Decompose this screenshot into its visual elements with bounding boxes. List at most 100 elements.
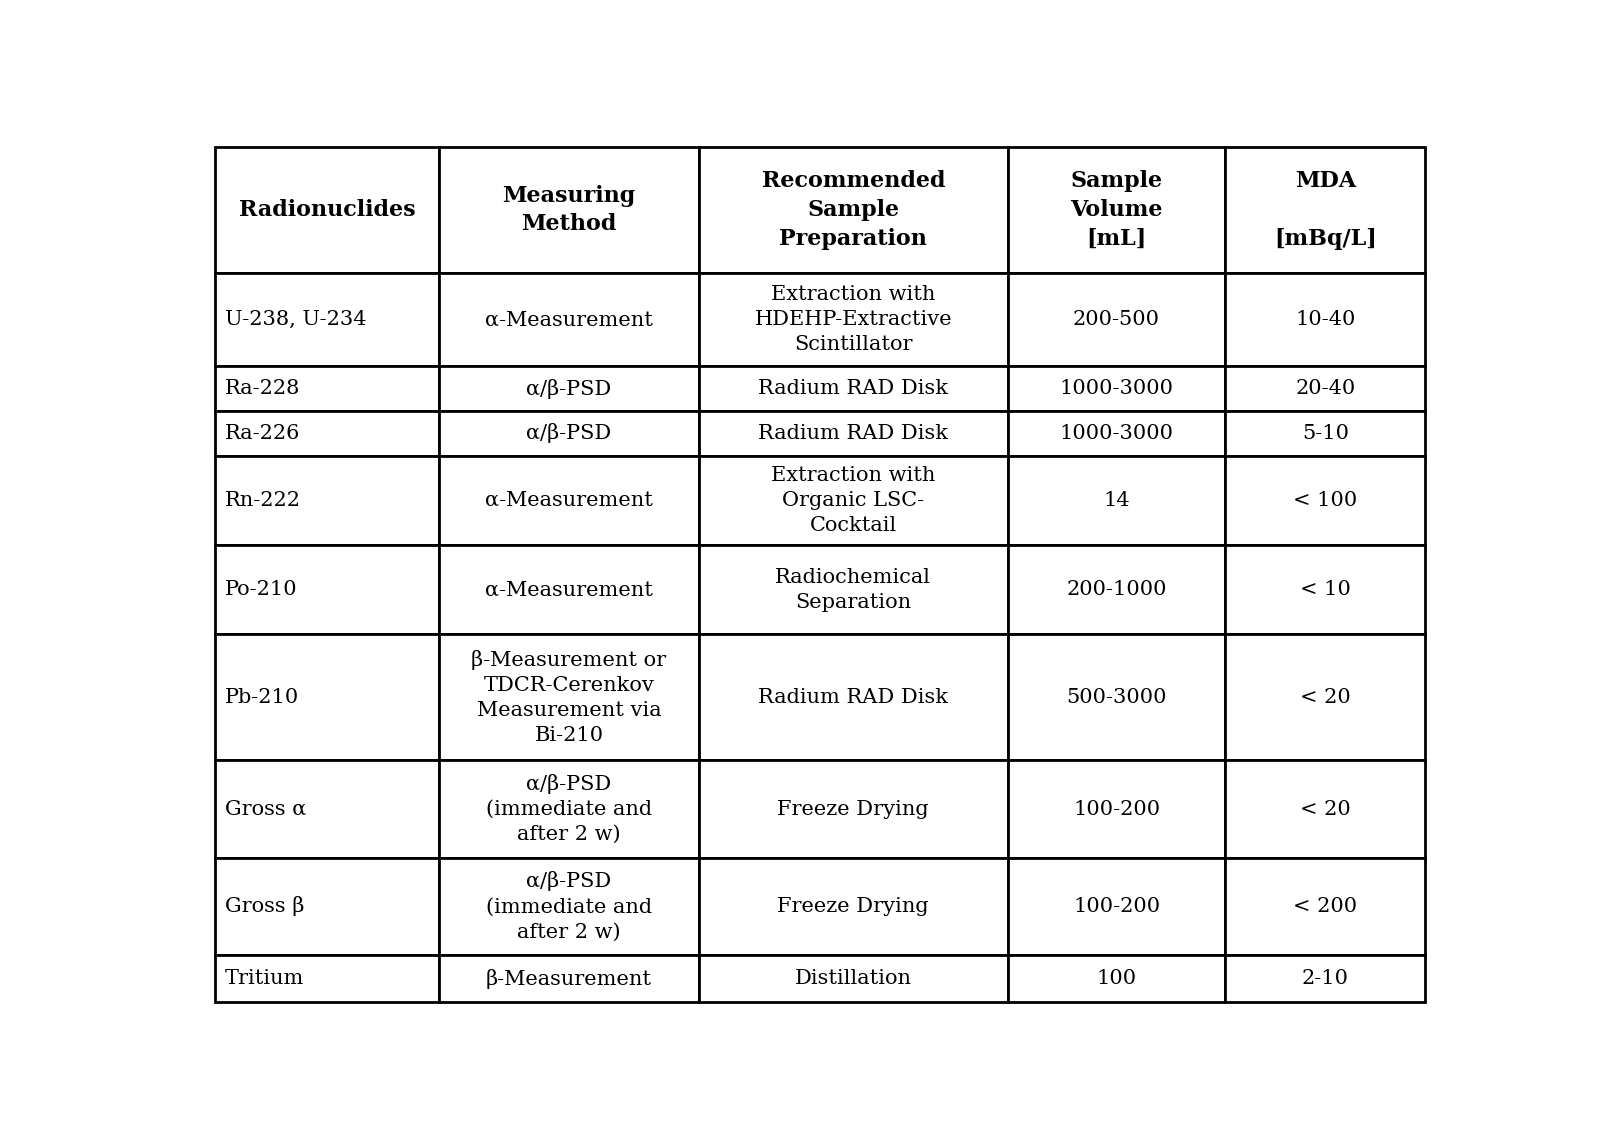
Bar	[1226, 634, 1426, 760]
Bar	[214, 273, 438, 366]
Bar	[699, 455, 1008, 545]
Text: < 10: < 10	[1299, 580, 1350, 600]
Text: Gross α: Gross α	[224, 800, 306, 818]
Bar	[699, 147, 1008, 273]
Bar	[438, 366, 699, 411]
Bar	[1226, 147, 1426, 273]
Text: < 20: < 20	[1299, 687, 1350, 707]
Text: < 100: < 100	[1293, 490, 1357, 510]
Bar	[214, 760, 438, 858]
Text: α/β-PSD
(immediate and
after 2 w): α/β-PSD (immediate and after 2 w)	[486, 774, 651, 844]
Text: 1000-3000: 1000-3000	[1059, 423, 1173, 443]
Text: α-Measurement: α-Measurement	[485, 311, 653, 329]
Bar	[1226, 366, 1426, 411]
Text: Freeze Drying: Freeze Drying	[778, 800, 930, 818]
Text: Radiochemical
Separation: Radiochemical Separation	[776, 568, 931, 612]
Bar	[1008, 273, 1226, 366]
Text: 2-10: 2-10	[1302, 970, 1349, 988]
Text: 100-200: 100-200	[1074, 800, 1160, 818]
Bar	[1008, 955, 1226, 1003]
Text: 10-40: 10-40	[1294, 311, 1355, 329]
Bar	[438, 760, 699, 858]
Text: β-Measurement: β-Measurement	[486, 968, 651, 989]
Text: Radium RAD Disk: Radium RAD Disk	[758, 687, 949, 707]
Text: Radium RAD Disk: Radium RAD Disk	[758, 379, 949, 398]
Bar	[1226, 858, 1426, 955]
Text: 200-1000: 200-1000	[1066, 580, 1166, 600]
Bar	[438, 858, 699, 955]
Text: α/β-PSD
(immediate and
after 2 w): α/β-PSD (immediate and after 2 w)	[486, 872, 651, 941]
Bar	[1008, 545, 1226, 634]
Bar	[214, 545, 438, 634]
Bar	[438, 147, 699, 273]
Text: Radionuclides: Radionuclides	[238, 199, 414, 221]
Text: 1000-3000: 1000-3000	[1059, 379, 1173, 398]
Text: 100: 100	[1096, 970, 1136, 988]
Text: Extraction with
Organic LSC-
Cocktail: Extraction with Organic LSC- Cocktail	[771, 465, 936, 535]
Text: Po-210: Po-210	[224, 580, 298, 600]
Bar	[699, 634, 1008, 760]
Text: α-Measurement: α-Measurement	[485, 580, 653, 600]
Text: Radium RAD Disk: Radium RAD Disk	[758, 423, 949, 443]
Bar	[699, 760, 1008, 858]
Bar	[1008, 411, 1226, 455]
Bar	[438, 955, 699, 1003]
Bar	[1226, 273, 1426, 366]
Bar	[1008, 455, 1226, 545]
Text: Distillation: Distillation	[795, 970, 912, 988]
Bar	[699, 858, 1008, 955]
Text: 14: 14	[1102, 490, 1130, 510]
Text: 5-10: 5-10	[1302, 423, 1349, 443]
Bar	[438, 455, 699, 545]
Bar	[214, 634, 438, 760]
Bar	[699, 273, 1008, 366]
Text: β-Measurement or
TDCR-Cerenkov
Measurement via
Bi-210: β-Measurement or TDCR-Cerenkov Measureme…	[472, 650, 667, 745]
Bar	[1008, 634, 1226, 760]
Bar	[438, 411, 699, 455]
Text: α-Measurement: α-Measurement	[485, 490, 653, 510]
Bar	[214, 147, 438, 273]
Bar	[438, 634, 699, 760]
Bar	[1008, 858, 1226, 955]
Bar	[1226, 411, 1426, 455]
Text: α/β-PSD: α/β-PSD	[526, 423, 611, 444]
Bar	[1226, 955, 1426, 1003]
Bar	[699, 411, 1008, 455]
Bar	[699, 366, 1008, 411]
Bar	[214, 858, 438, 955]
Text: Ra-226: Ra-226	[224, 423, 301, 443]
Text: 20-40: 20-40	[1294, 379, 1355, 398]
Bar	[438, 545, 699, 634]
Text: Pb-210: Pb-210	[224, 687, 299, 707]
Bar	[699, 545, 1008, 634]
Bar	[1226, 545, 1426, 634]
Bar	[1008, 760, 1226, 858]
Bar	[1226, 760, 1426, 858]
Bar	[1226, 455, 1426, 545]
Text: Freeze Drying: Freeze Drying	[778, 897, 930, 916]
Bar	[214, 366, 438, 411]
Bar	[699, 955, 1008, 1003]
Text: Recommended
Sample
Preparation: Recommended Sample Preparation	[762, 171, 946, 250]
Bar	[214, 455, 438, 545]
Bar	[214, 411, 438, 455]
Text: 100-200: 100-200	[1074, 897, 1160, 916]
Bar	[1008, 366, 1226, 411]
Text: 200-500: 200-500	[1074, 311, 1160, 329]
Text: < 200: < 200	[1293, 897, 1357, 916]
Bar	[438, 273, 699, 366]
Text: Tritium: Tritium	[224, 970, 304, 988]
Text: Rn-222: Rn-222	[224, 490, 301, 510]
Text: MDA

[mBq/L]: MDA [mBq/L]	[1274, 171, 1376, 250]
Text: Gross β: Gross β	[224, 897, 304, 916]
Text: Extraction with
HDEHP-Extractive
Scintillator: Extraction with HDEHP-Extractive Scintil…	[755, 286, 952, 354]
Text: Measuring
Method: Measuring Method	[502, 184, 635, 236]
Text: α/β-PSD: α/β-PSD	[526, 379, 611, 398]
Text: Sample
Volume
[mL]: Sample Volume [mL]	[1070, 171, 1163, 250]
Text: 500-3000: 500-3000	[1066, 687, 1166, 707]
Bar	[1008, 147, 1226, 273]
Text: U-238, U-234: U-238, U-234	[224, 311, 366, 329]
Text: Ra-228: Ra-228	[224, 379, 301, 398]
Text: < 20: < 20	[1299, 800, 1350, 818]
Bar	[214, 955, 438, 1003]
